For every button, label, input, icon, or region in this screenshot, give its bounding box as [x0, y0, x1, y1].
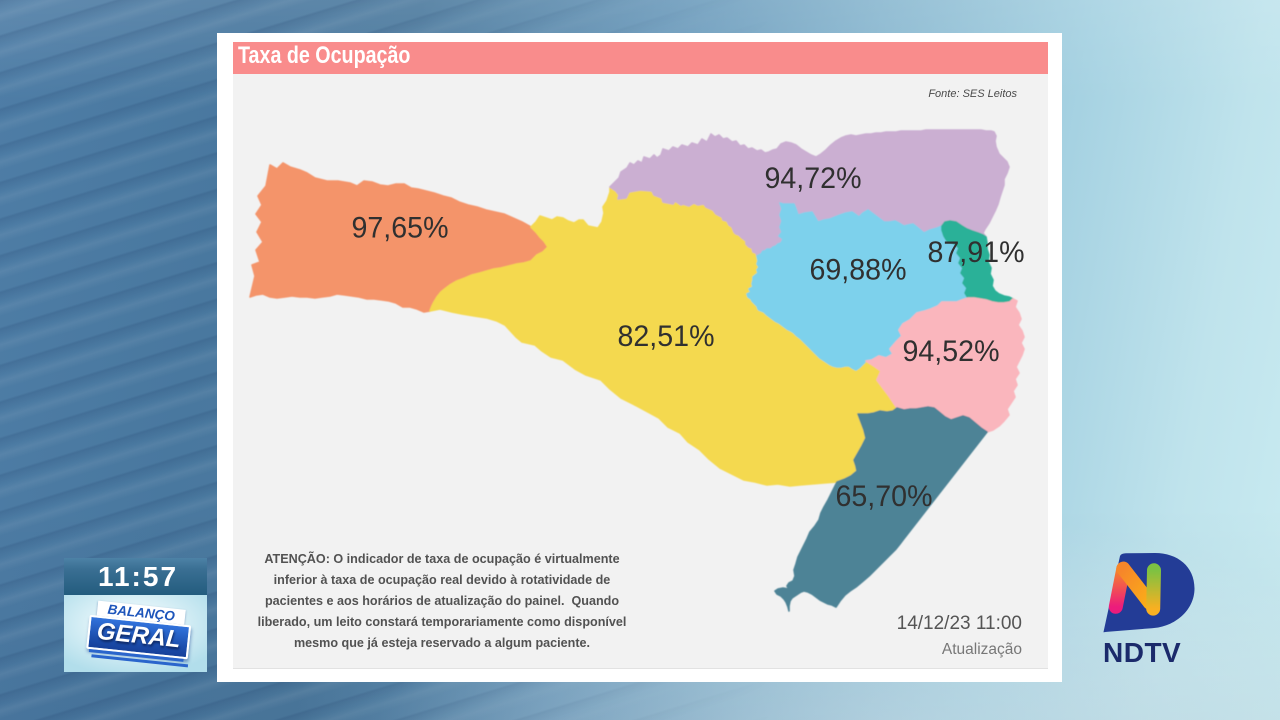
svg-text:69,88%: 69,88%: [810, 254, 907, 287]
svg-text:NDTV: NDTV: [1103, 637, 1181, 668]
svg-text:94,72%: 94,72%: [765, 162, 862, 195]
svg-text:65,70%: 65,70%: [836, 480, 933, 513]
svg-text:94,52%: 94,52%: [903, 335, 1000, 368]
svg-text:82,51%: 82,51%: [618, 320, 715, 353]
svg-text:87,91%: 87,91%: [928, 236, 1025, 269]
svg-text:97,65%: 97,65%: [352, 212, 449, 245]
